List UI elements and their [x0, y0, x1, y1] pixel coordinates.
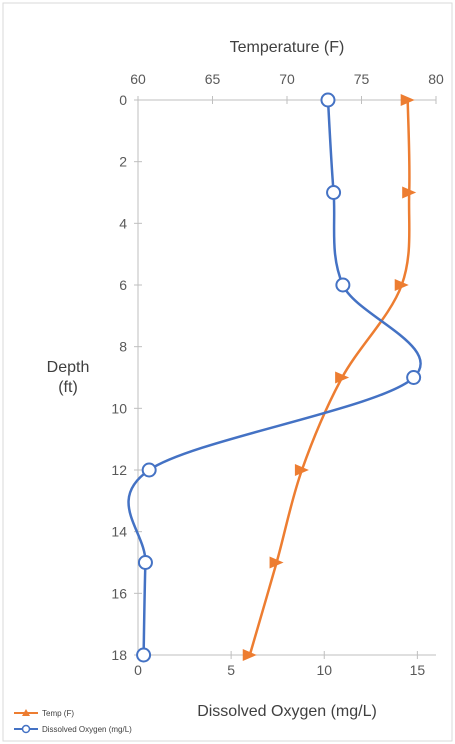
y-axis-title: (ft) [58, 379, 78, 396]
data-point-circle [141, 462, 157, 478]
data-point-triangle [294, 464, 309, 476]
top-axis-title: Temperature (F) [230, 39, 345, 56]
bottom-axis-tick-label: 5 [227, 662, 235, 678]
legend-label: Temp (F) [42, 709, 74, 718]
legend-marker-circle [21, 724, 31, 734]
legend-item: Temp (F) [14, 709, 74, 718]
top-axis-tick-label: 70 [279, 71, 295, 87]
y-axis-tick-label: 0 [119, 92, 127, 108]
series-layer [127, 92, 422, 663]
bottom-axis-tick-label: 10 [316, 662, 332, 678]
data-point-triangle [242, 649, 257, 661]
y-axis-title: Depth [47, 359, 90, 376]
data-point-circle [320, 92, 336, 108]
data-point-triangle [402, 186, 417, 199]
top-axis-tick-label: 80 [428, 71, 444, 87]
y-axis-tick-label: 12 [111, 462, 127, 478]
series-line [127, 99, 422, 656]
y-axis-tick-label: 6 [119, 277, 127, 293]
y-axis-tick-label: 18 [111, 647, 127, 663]
data-point-circle [326, 185, 342, 200]
series-line [248, 99, 411, 656]
data-point-triangle [400, 94, 415, 106]
series-temperature [242, 94, 417, 661]
y-axis-tick-label: 16 [111, 585, 127, 601]
legend-item: Dissolved Oxygen (mg/L) [14, 724, 132, 734]
data-point-circle [136, 647, 152, 663]
y-axis-tick-label: 14 [111, 524, 127, 540]
top-axis-tick-label: 65 [205, 71, 221, 87]
data-point-circle [335, 277, 351, 293]
legend-label: Dissolved Oxygen (mg/L) [42, 725, 132, 734]
data-point-circle [137, 555, 153, 570]
y-axis-tick-label: 8 [119, 339, 127, 355]
legend: Temp (F) Dissolved Oxygen (mg/L) [14, 709, 132, 734]
y-axis-tick-label: 2 [119, 154, 127, 170]
bottom-axis-title: Dissolved Oxygen (mg/L) [197, 703, 377, 720]
y-axis-tick-label: 10 [111, 400, 127, 416]
bottom-axis-tick-label: 15 [410, 662, 426, 678]
y-axis-tick-label: 4 [119, 215, 127, 231]
legend-marker-triangle [22, 709, 30, 716]
data-point-triangle [394, 279, 409, 291]
bottom-axis-tick-label: 0 [134, 662, 142, 678]
data-point-circle [406, 370, 422, 385]
top-axis-tick-label: 75 [354, 71, 370, 87]
data-point-triangle [335, 371, 350, 384]
top-axis-tick-label: 60 [130, 71, 146, 87]
series-dissolved-oxygen [127, 92, 422, 663]
data-point-triangle [269, 556, 284, 569]
